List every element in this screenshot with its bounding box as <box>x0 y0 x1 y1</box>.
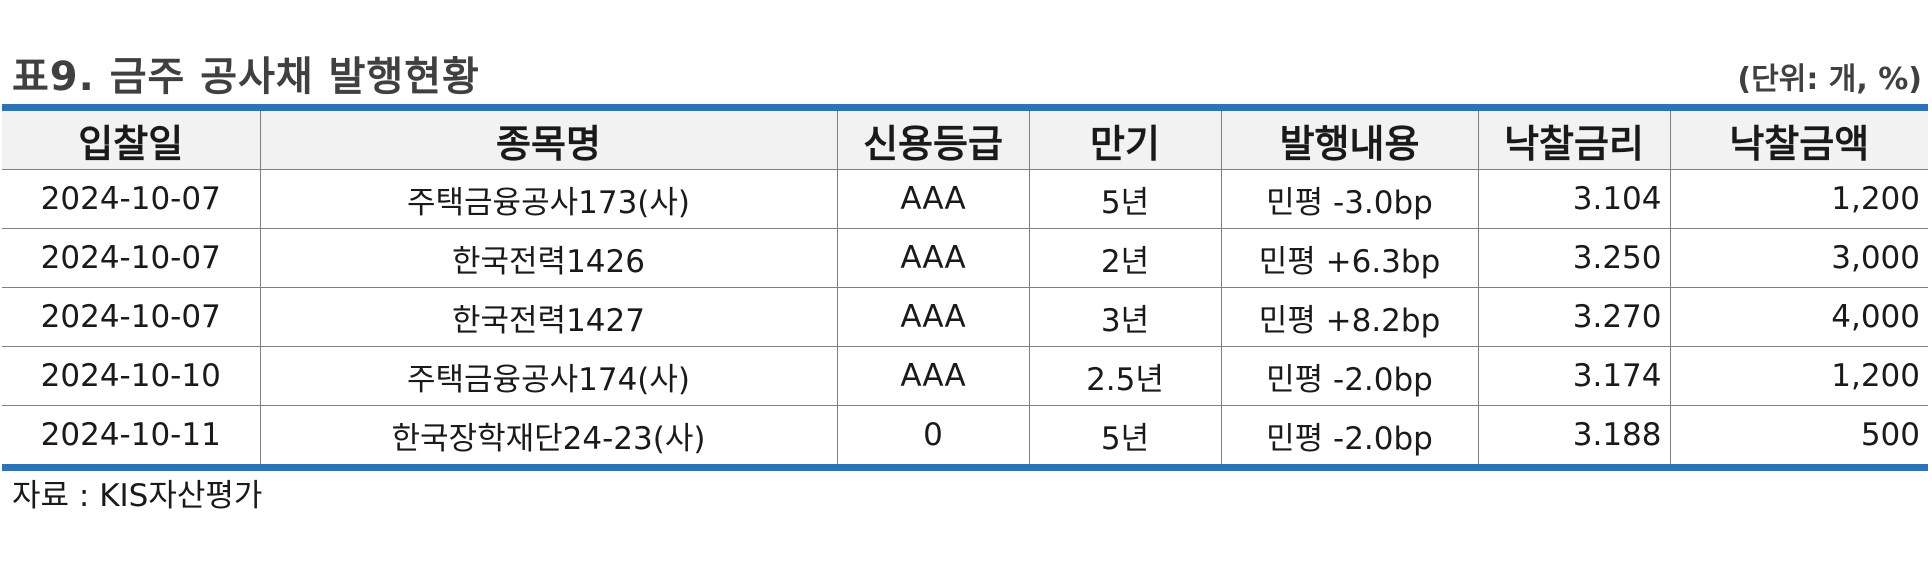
header-issue-detail: 발행내용 <box>1220 107 1478 170</box>
table-row: 2024-10-10 주택금융공사174(사) AAA 2.5년 민평 -2.0… <box>2 346 1928 406</box>
unit-note: (단위: 개, %) <box>1737 62 1922 97</box>
cell-winning-rate: 3.174 <box>1477 346 1670 406</box>
cell-issue-name: 주택금융공사174(사) <box>259 346 837 406</box>
cell-maturity: 2.5년 <box>1028 346 1221 406</box>
cell-issue-name: 한국전력1427 <box>259 287 837 347</box>
cell-maturity: 5년 <box>1028 169 1221 229</box>
cell-issue-name: 한국장학재단24-23(사) <box>259 405 837 468</box>
cell-issue-detail: 민평 -2.0bp <box>1220 405 1478 468</box>
cell-maturity: 3년 <box>1028 287 1221 347</box>
cell-issue-detail: 민평 -2.0bp <box>1220 346 1478 406</box>
cell-winning-rate: 3.250 <box>1477 228 1670 288</box>
issuance-table: 입찰일 종목명 신용등급 만기 발행내용 낙찰금리 낙찰금액 2024-10-0… <box>2 104 1928 471</box>
cell-issue-name: 주택금융공사173(사) <box>259 169 837 229</box>
header-winning-rate: 낙찰금리 <box>1477 107 1670 170</box>
cell-winning-amount: 1,200 <box>1669 346 1928 406</box>
cell-credit-rating: AAA <box>836 228 1029 288</box>
table-row: 2024-10-07 한국전력1427 AAA 3년 민평 +8.2bp 3.2… <box>2 287 1928 347</box>
source-note: 자료 : KIS자산평가 <box>12 478 263 514</box>
issuance-table-container: 입찰일 종목명 신용등급 만기 발행내용 낙찰금리 낙찰금액 2024-10-0… <box>2 104 1928 471</box>
table-row: 2024-10-07 한국전력1426 AAA 2년 민평 +6.3bp 3.2… <box>2 228 1928 288</box>
cell-auction-date: 2024-10-11 <box>40 417 221 453</box>
header-auction-date: 입찰일 <box>2 107 260 170</box>
table-row: 2024-10-07 주택금융공사173(사) AAA 5년 민평 -3.0bp… <box>2 169 1928 229</box>
cell-auction-date: 2024-10-07 <box>2 228 260 288</box>
table-row: 2024-10-11 한국장학재단24-23(사) 0 5년 민평 -2.0bp… <box>2 405 1928 468</box>
header-winning-amount: 낙찰금액 <box>1669 107 1928 170</box>
cell-credit-rating: AAA <box>836 169 1029 229</box>
cell-winning-amount: 4,000 <box>1669 287 1928 347</box>
cell-winning-rate: 3.188 <box>1477 405 1670 468</box>
cell-maturity: 5년 <box>1028 405 1221 468</box>
cell-credit-rating: AAA <box>836 346 1029 406</box>
header-issue-name: 종목명 <box>259 107 837 170</box>
cell-winning-rate: 3.270 <box>1477 287 1670 347</box>
cell-maturity: 2년 <box>1028 228 1221 288</box>
cell-issue-detail: 민평 +8.2bp <box>1220 287 1478 347</box>
cell-winning-rate: 3.104 <box>1477 169 1670 229</box>
cell-issue-name: 한국전력1426 <box>259 228 837 288</box>
header-row: 입찰일 종목명 신용등급 만기 발행내용 낙찰금리 낙찰금액 <box>2 107 1928 170</box>
cell-auction-date: 2024-10-07 <box>2 169 260 229</box>
cell-winning-amount: 1,200 <box>1669 169 1928 229</box>
table-title: 표9. 금주 공사채 발행현황 <box>12 54 480 100</box>
cell-auction-date: 2024-10-07 <box>2 287 260 347</box>
cell-credit-rating: AAA <box>836 287 1029 347</box>
cell-issue-detail: 민평 -3.0bp <box>1220 169 1478 229</box>
cell-winning-amount: 500 <box>1669 405 1928 468</box>
cell-credit-rating: 0 <box>836 405 1029 468</box>
header-credit-rating: 신용등급 <box>836 107 1029 170</box>
cell-issue-detail: 민평 +6.3bp <box>1220 228 1478 288</box>
header-maturity: 만기 <box>1028 107 1221 170</box>
cell-winning-amount: 3,000 <box>1669 228 1928 288</box>
cell-auction-date: 2024-10-10 <box>2 346 260 406</box>
